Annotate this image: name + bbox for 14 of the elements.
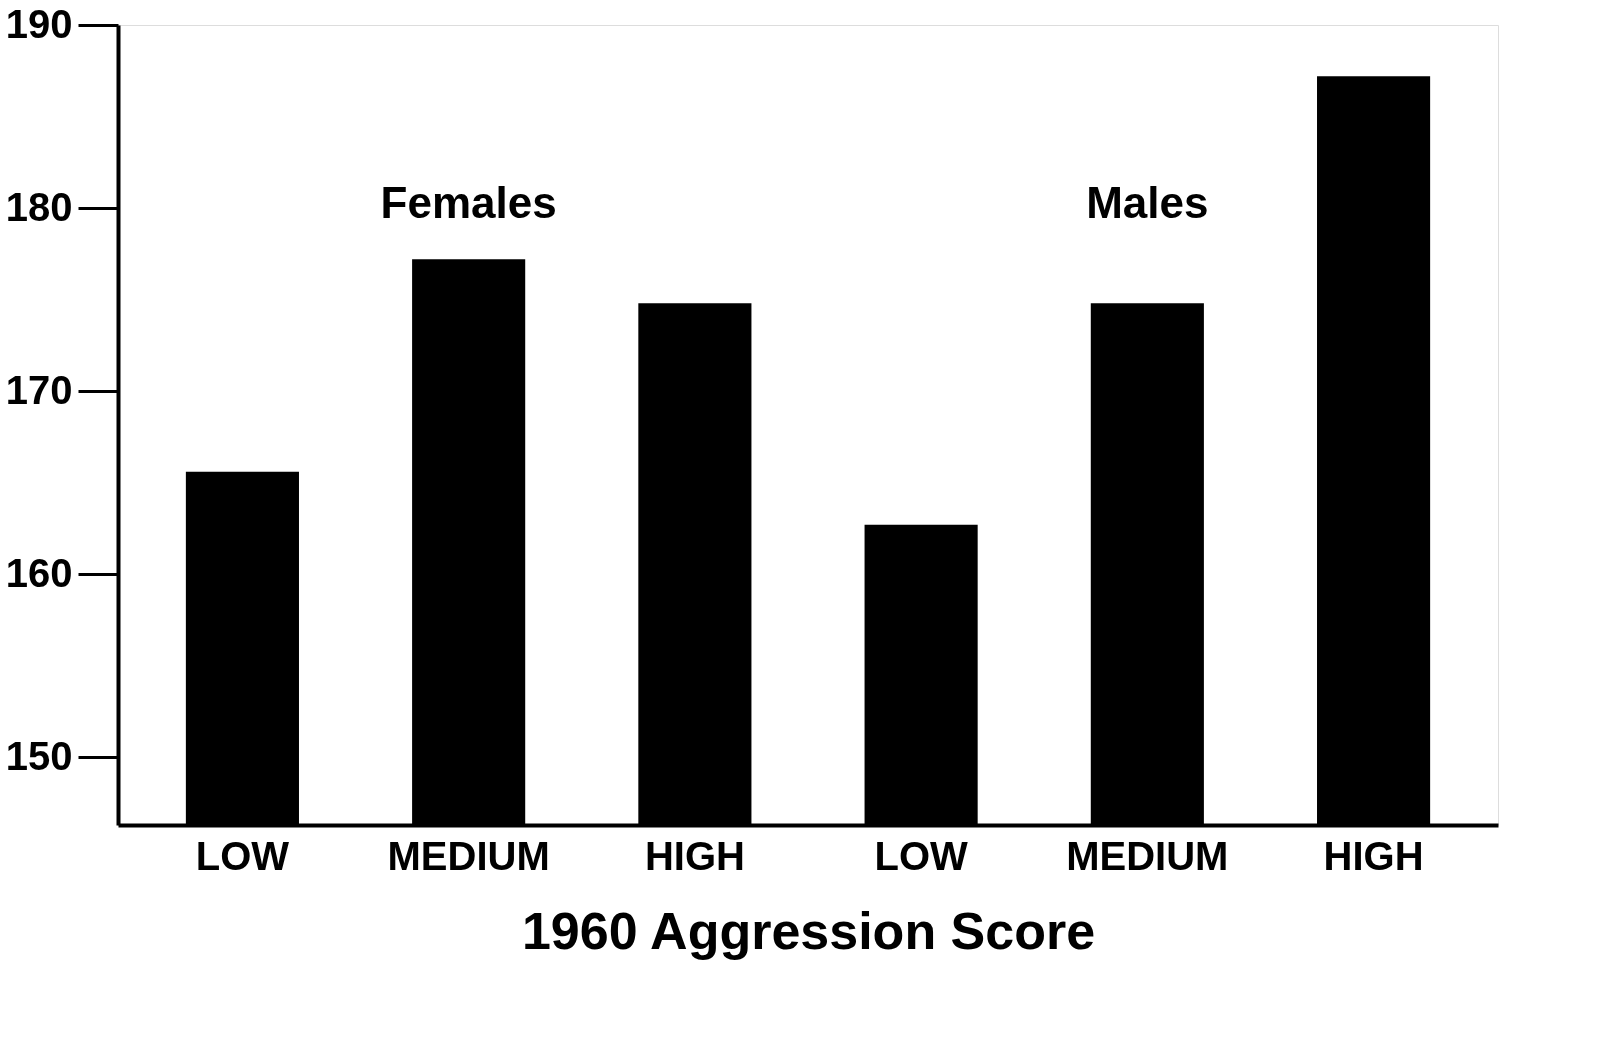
x-tick-label: MEDIUM	[387, 833, 550, 878]
y-tick-label: 170	[5, 367, 73, 412]
y-tick-label: 150	[5, 733, 73, 778]
x-tick-label: LOW	[195, 833, 290, 878]
y-tick-label: 160	[5, 550, 73, 595]
x-axis-title: 1960 Aggression Score	[521, 901, 1096, 960]
y-tick-label: 190	[5, 1, 73, 46]
x-tick-label: LOW	[874, 833, 969, 878]
annotation: Females	[380, 178, 557, 227]
x-tick-label: HIGH	[1323, 833, 1424, 878]
y-tick-label: 180	[5, 184, 73, 229]
x-tick-label: MEDIUM	[1066, 833, 1229, 878]
x-tick-label: HIGH	[644, 833, 745, 878]
annotation: Males	[1086, 178, 1209, 227]
